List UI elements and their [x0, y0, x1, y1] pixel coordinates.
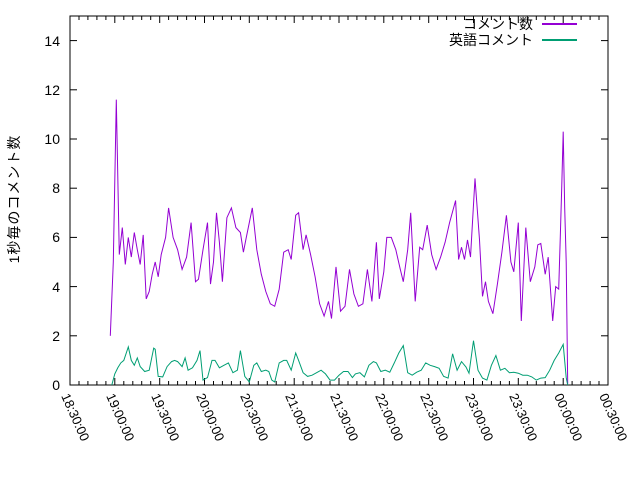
legend: コメント数 英語コメント	[449, 16, 577, 48]
legend-label-comment-count: コメント数	[463, 16, 533, 32]
legend-entry-comment-count: コメント数	[463, 16, 577, 32]
legend-line-sample-english-comments	[542, 39, 577, 41]
y-tick-label: 0	[52, 377, 60, 393]
y-tick-label: 2	[52, 327, 60, 344]
y-tick-label: 4	[52, 278, 60, 295]
series-line-1	[111, 340, 569, 386]
y-tick-label: 12	[44, 81, 60, 98]
y-tick-label: 6	[52, 229, 60, 246]
legend-entry-english-comments: 英語コメント	[449, 32, 577, 48]
series-line-0	[109, 99, 569, 384]
y-tick-label: 8	[52, 180, 60, 197]
legend-line-sample-comment-count	[542, 23, 577, 25]
plot-border	[69, 15, 609, 386]
legend-label-english-comments: 英語コメント	[449, 32, 533, 48]
y-tick-label: 10	[44, 131, 60, 147]
y-tick-label: 14	[44, 32, 60, 49]
